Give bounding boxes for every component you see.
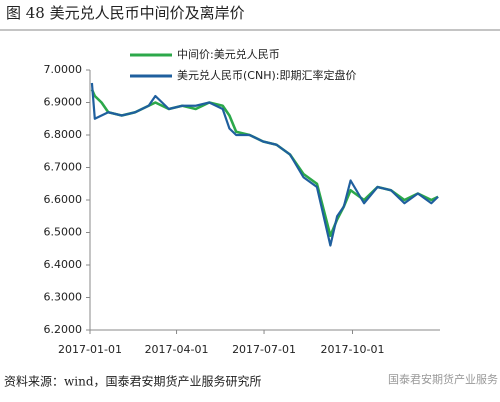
y-tick-label: 7.0000 [44,63,83,76]
y-tick-label: 6.5000 [44,226,83,239]
y-tick-label: 6.2000 [44,323,83,336]
series-line [90,82,439,247]
x-tick-label: 2017-04-01 [145,343,209,356]
y-tick-label: 6.3000 [44,291,83,304]
y-tick-label: 6.6000 [44,193,83,206]
series-line [90,88,439,238]
legend-label: 美元兑人民币(CNH):即期汇率定盘价 [177,68,356,82]
y-tick-label: 6.7000 [44,161,83,174]
x-tick-label: 2017-01-01 [58,343,122,356]
y-tick-label: 6.9000 [44,96,83,109]
x-tick-label: 2017-07-01 [232,343,296,356]
y-tick-label: 6.8000 [44,128,83,141]
x-tick-label: 2017-10-01 [321,343,385,356]
source-note: 资料来源：wind，国泰君安期货产业服务研究所 [4,374,262,389]
chart-title: 图 48 美元兑人民币中间价及离岸价 [6,4,245,22]
y-tick-label: 6.4000 [44,258,83,271]
legend-label: 中间价:美元兑人民币 [177,47,280,61]
watermark: 国泰君安期货产业服务 [388,372,498,386]
